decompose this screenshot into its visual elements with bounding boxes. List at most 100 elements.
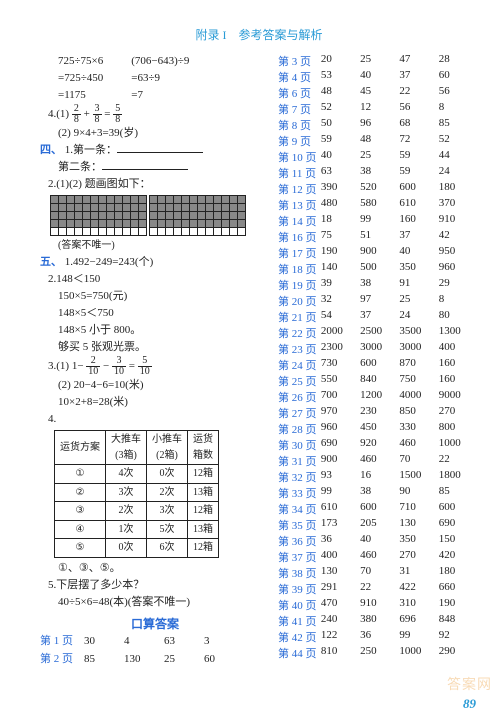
op: = xyxy=(104,108,113,120)
answer-value: 50 xyxy=(321,117,360,133)
answer-value: 42 xyxy=(439,229,478,245)
answer-value: 32 xyxy=(321,293,360,309)
answer-value: 51 xyxy=(360,229,399,245)
answer-value: 310 xyxy=(399,597,438,613)
answer-value: 380 xyxy=(360,613,399,629)
answer-value: 31 xyxy=(399,565,438,581)
answer-value: 600 xyxy=(439,501,478,517)
answer-value: 39 xyxy=(321,277,360,293)
answer-value: 400 xyxy=(439,341,478,357)
page-ref: 第 35 页 xyxy=(278,517,321,533)
table-answer: ①、③、⑤。 xyxy=(58,560,270,577)
answer-value: 1200 xyxy=(360,389,399,405)
answer-value: 3 xyxy=(204,633,244,650)
right-column: 第 3 页20254728第 4 页53403760第 6 页48452256第… xyxy=(278,53,478,668)
page-ref: 第 39 页 xyxy=(278,581,321,597)
answer-value: 25 xyxy=(164,651,204,668)
five-3-1: 3.(1) 1− 210 − 310 = 510 xyxy=(48,356,270,377)
answer-value: 38 xyxy=(360,165,399,181)
answer-value: 173 xyxy=(321,517,360,533)
page-ref: 第 27 页 xyxy=(278,405,321,421)
page-ref: 第 16 页 xyxy=(278,229,321,245)
answer-value: 36 xyxy=(321,533,360,549)
answer-value: 29 xyxy=(439,277,478,293)
answer-value: 25 xyxy=(360,53,399,69)
answer-value: 8 xyxy=(439,293,478,309)
kousuan-title: 口算答案 xyxy=(40,615,270,634)
page-ref: 第 12 页 xyxy=(278,181,321,197)
shipping-table: 运货方案大推车(3箱)小推车(2箱)运货箱数①4次0次12箱②3次2次13箱③2… xyxy=(54,430,219,558)
answer-value: 250 xyxy=(360,645,399,661)
answer-value: 205 xyxy=(360,517,399,533)
page-ref: 第 13 页 xyxy=(278,197,321,213)
answer-value: 240 xyxy=(321,613,360,629)
answer-value: 22 xyxy=(360,581,399,597)
page-ref: 第 44 页 xyxy=(278,645,321,661)
eq-line: 725÷75×6 xyxy=(58,53,103,70)
answer-value: 600 xyxy=(360,501,399,517)
answer-value: 270 xyxy=(399,549,438,565)
page-ref: 第 14 页 xyxy=(278,213,321,229)
answer-value: 610 xyxy=(321,501,360,517)
line-2: 第二条： xyxy=(58,161,102,173)
answer-value: 75 xyxy=(321,229,360,245)
answer-value: 370 xyxy=(439,197,478,213)
answer-value: 56 xyxy=(439,85,478,101)
page-ref: 第 23 页 xyxy=(278,341,321,357)
page-ref: 第 7 页 xyxy=(278,101,321,117)
answer-value: 18 xyxy=(321,213,360,229)
answer-value: 37 xyxy=(360,309,399,325)
answer-value: 52 xyxy=(439,133,478,149)
op: + xyxy=(84,108,93,120)
label: 3.(1) 1− xyxy=(48,360,86,372)
five-2-line: 2.148＜150 xyxy=(48,271,270,288)
blank-line xyxy=(102,169,188,170)
answer-value: 600 xyxy=(360,357,399,373)
answer-value: 40 xyxy=(321,149,360,165)
page-ref: 第 10 页 xyxy=(278,149,321,165)
answer-value: 8 xyxy=(439,101,478,117)
fraction: 510 xyxy=(138,356,152,377)
answer-value: 290 xyxy=(439,645,478,661)
answer-value: 550 xyxy=(321,373,360,389)
answer-value: 130 xyxy=(321,565,360,581)
answer-value: 45 xyxy=(360,85,399,101)
answer-value: 900 xyxy=(321,453,360,469)
answer-value: 22 xyxy=(439,453,478,469)
answer-value: 190 xyxy=(321,245,360,261)
item-4-2: (2) 9×4+3=39(岁) xyxy=(58,125,270,142)
answer-value: 690 xyxy=(439,517,478,533)
fraction: 28 xyxy=(72,104,81,125)
answer-value: 810 xyxy=(321,645,360,661)
answer-value: 150 xyxy=(439,533,478,549)
answer-value: 710 xyxy=(399,501,438,517)
page-ref: 第 41 页 xyxy=(278,613,321,629)
page-ref: 第 37 页 xyxy=(278,549,321,565)
answer-value: 696 xyxy=(399,613,438,629)
answer-value: 1000 xyxy=(439,437,478,453)
answer-value: 25 xyxy=(399,293,438,309)
answer-value: 99 xyxy=(321,485,360,501)
answer-value: 70 xyxy=(399,453,438,469)
five-2-line: 够买 5 张观光票。 xyxy=(58,339,270,356)
answer-value: 93 xyxy=(321,469,360,485)
eq-line: =1175 xyxy=(58,87,103,104)
answer-value: 47 xyxy=(399,53,438,69)
answer-value: 70 xyxy=(360,565,399,581)
five-3-3: 10×2+8=28(米) xyxy=(58,394,270,411)
answer-value: 730 xyxy=(321,357,360,373)
page-ref: 第 6 页 xyxy=(278,85,321,101)
answer-value: 85 xyxy=(439,117,478,133)
answer-value: 910 xyxy=(360,597,399,613)
answer-value: 160 xyxy=(439,373,478,389)
page-ref: 第 34 页 xyxy=(278,501,321,517)
answer-value: 80 xyxy=(439,309,478,325)
answer-value: 37 xyxy=(399,229,438,245)
page-ref: 第 40 页 xyxy=(278,597,321,613)
page-header: 附录 I 参考答案与解析 xyxy=(40,26,478,43)
answer-value: 59 xyxy=(399,149,438,165)
fraction: 58 xyxy=(113,104,122,125)
answer-value: 500 xyxy=(360,261,399,277)
five-5b: 40÷5×6=48(本)(答案不唯一) xyxy=(58,594,270,611)
answer-value: 4 xyxy=(124,633,164,650)
